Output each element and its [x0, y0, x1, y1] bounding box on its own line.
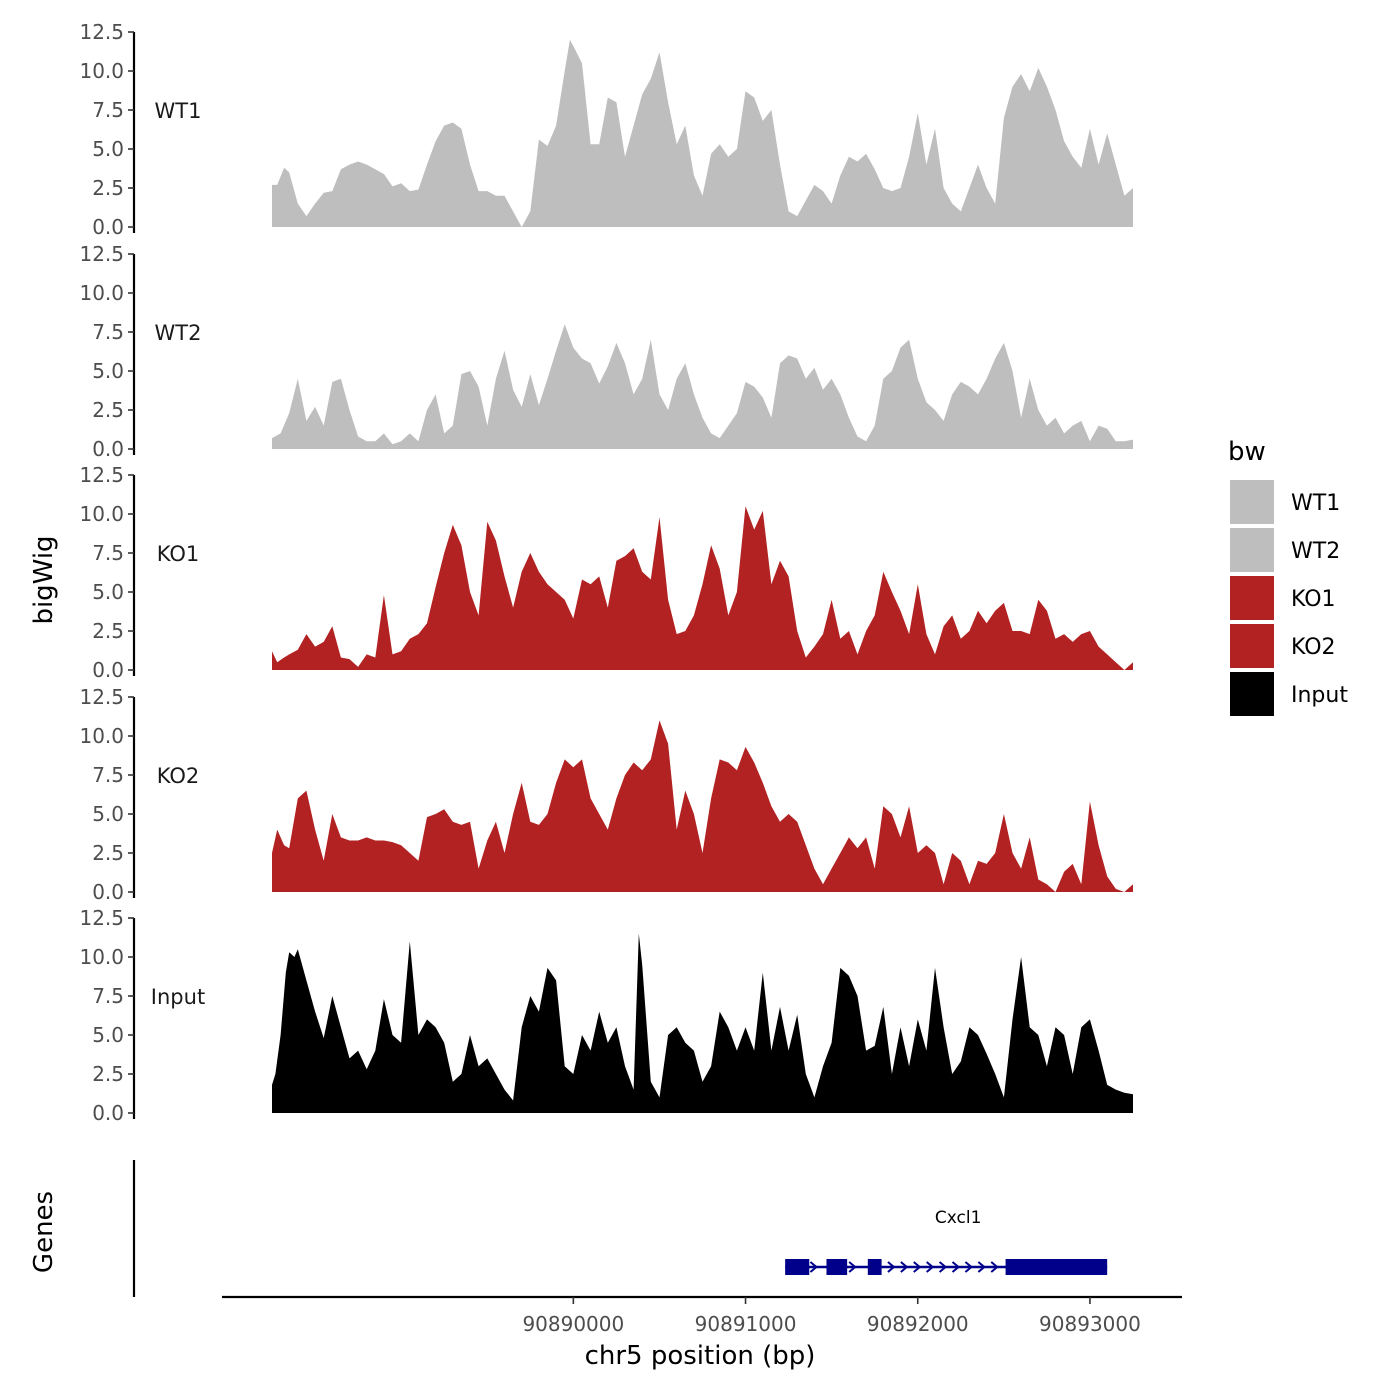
y-tick-label: 2.5 [92, 176, 124, 200]
area-wt2 [272, 324, 1133, 449]
track-wt2: 0.0 2.5 5.0 7.5 10.0 12.5 WT2 [79, 242, 1133, 461]
y-tick-label: 12.5 [79, 906, 124, 930]
y-tick-label: 12.5 [79, 685, 124, 709]
legend-swatch-ko1 [1230, 576, 1274, 620]
track-input: 0.0 2.5 5.0 7.5 10.0 12.5 Input [79, 906, 1133, 1125]
strand-arrow [964, 1261, 973, 1273]
y-tick-label: 10.0 [79, 59, 124, 83]
y-tick-label: 5.0 [92, 137, 124, 161]
gene-label: Cxcl1 [935, 1208, 982, 1228]
track-wt1: 0.0 2.5 5.0 7.5 10.0 12.5 WT1 [79, 20, 1133, 239]
area-input [272, 933, 1133, 1113]
x-tick-label: 90890000 [522, 1312, 624, 1336]
gene-exon [1005, 1259, 1108, 1275]
legend-title: bw [1228, 437, 1266, 467]
gene-exon [785, 1259, 810, 1275]
legend-swatch-wt2 [1230, 528, 1274, 572]
y-axis-title: bigWig [29, 535, 59, 624]
strand-arrow [926, 1261, 935, 1273]
x-axis-title: chr5 position (bp) [585, 1341, 816, 1371]
y-tick-label: 10.0 [79, 281, 124, 305]
track-label: KO2 [157, 764, 200, 788]
y-tick-label: 10.0 [79, 724, 124, 748]
y-tick-label: 5.0 [92, 580, 124, 604]
y-tick-label: 10.0 [79, 945, 124, 969]
y-tick-label: 0.0 [92, 437, 124, 461]
y-tick-label: 12.5 [79, 242, 124, 266]
y-tick-label: 7.5 [92, 984, 124, 1008]
area-ko2 [272, 720, 1133, 892]
strand-arrow [951, 1261, 961, 1273]
gene-exon [826, 1259, 848, 1275]
strand-arrow [913, 1261, 922, 1273]
strand-arrow [900, 1261, 909, 1273]
signal-tracks: 0.0 2.5 5.0 7.5 10.0 12.5 WT1 0.0 2.5 5.0 7.5 10.0 1… [79, 20, 1133, 1125]
y-tick-label: 5.0 [92, 802, 124, 826]
y-tick-label: 7.5 [92, 98, 124, 122]
track-ko1: 0.0 2.5 5.0 7.5 10.0 12.5 KO1 [79, 463, 1133, 682]
y-tick-label: 5.0 [92, 359, 124, 383]
strand-arrow [848, 1261, 857, 1273]
legend-swatch-wt1 [1230, 480, 1274, 524]
legend-label-input: Input [1291, 683, 1348, 708]
strand-arrow [977, 1261, 986, 1273]
x-tick-label: 90892000 [867, 1312, 969, 1336]
y-tick-label: 0.0 [92, 658, 124, 682]
y-tick-label: 2.5 [92, 619, 124, 643]
gene-track: Cxcl1 [132, 1160, 1108, 1297]
track-label: WT2 [155, 321, 202, 345]
y-tick-label: 7.5 [92, 541, 124, 565]
y-tick-label: 10.0 [79, 502, 124, 526]
genes-axis-title: Genes [29, 1191, 59, 1273]
track-label: Input [151, 985, 205, 1009]
track-label: WT1 [155, 99, 202, 123]
y-tick-label: 0.0 [92, 880, 124, 904]
strand-arrow [887, 1261, 896, 1273]
y-tick-label: 2.5 [92, 841, 124, 865]
y-tick-label: 7.5 [92, 320, 124, 344]
strand-arrow [990, 1261, 999, 1273]
legend-label-wt2: WT2 [1291, 539, 1340, 564]
x-tick-label: 90893000 [1039, 1312, 1141, 1336]
y-tick-label: 0.0 [92, 1101, 124, 1125]
gene-exon [867, 1259, 882, 1275]
area-ko1 [272, 506, 1133, 670]
x-axis: 90890000 90891000 90892000 90893000 [222, 1295, 1182, 1336]
strand-arrow [938, 1261, 948, 1273]
area-wt1 [272, 39, 1133, 227]
y-tick-label: 7.5 [92, 763, 124, 787]
y-tick-label: 12.5 [79, 463, 124, 487]
legend-label-ko1: KO1 [1291, 587, 1336, 612]
y-tick-label: 12.5 [79, 20, 124, 44]
legend-swatch-input [1230, 672, 1274, 716]
legend-label-wt1: WT1 [1291, 491, 1340, 516]
y-tick-label: 0.0 [92, 215, 124, 239]
y-tick-label: 2.5 [92, 398, 124, 422]
legend-label-ko2: KO2 [1291, 635, 1336, 660]
x-tick-label: 90891000 [695, 1312, 797, 1336]
track-ko2: 0.0 2.5 5.0 7.5 10.0 12.5 KO2 [79, 685, 1133, 904]
track-label: KO1 [157, 542, 200, 566]
strand-arrow [809, 1261, 818, 1273]
legend: bw WT1 WT2 KO1 KO2 Input [1228, 437, 1348, 716]
y-tick-label: 5.0 [92, 1023, 124, 1047]
legend-swatch-ko2 [1230, 624, 1274, 668]
y-tick-label: 2.5 [92, 1062, 124, 1086]
